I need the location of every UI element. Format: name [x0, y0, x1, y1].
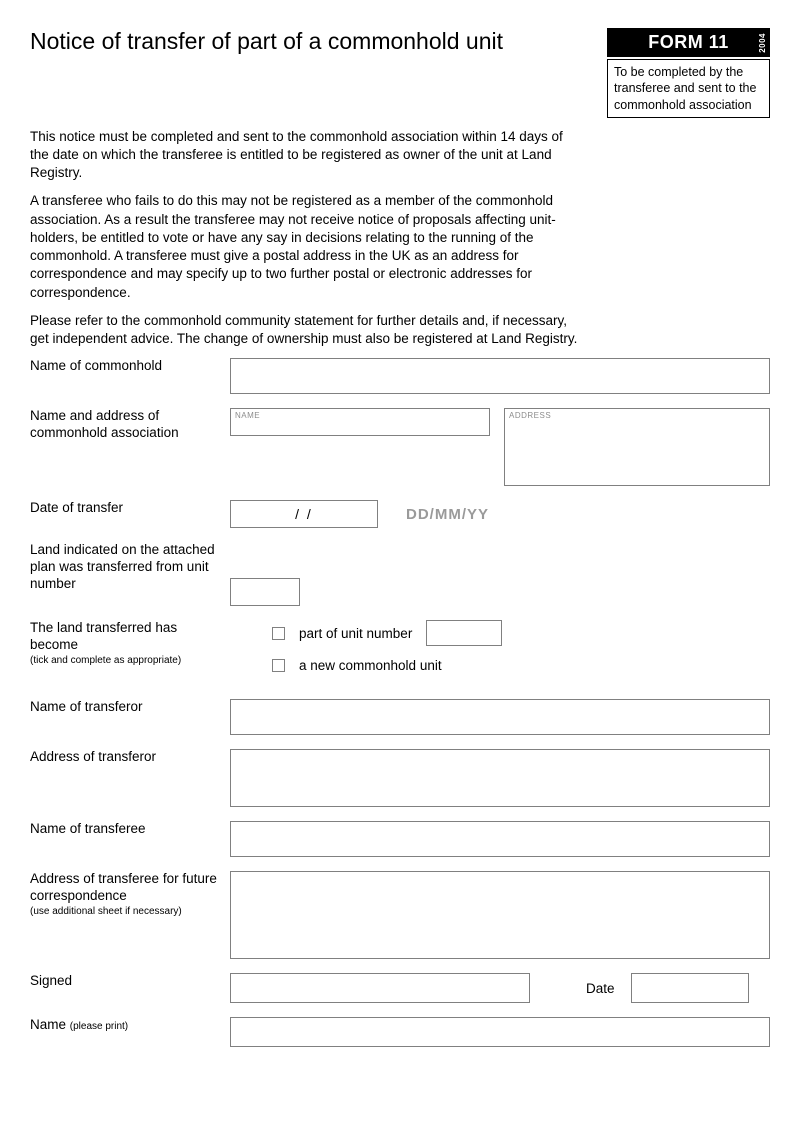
part-of-unit-number-input[interactable] — [426, 620, 502, 646]
page-title: Notice of transfer of part of a commonho… — [30, 28, 595, 56]
from-unit-number-input[interactable] — [230, 578, 300, 606]
label-name-print-text: Name — [30, 1017, 66, 1032]
address-sublabel: ADDRESS — [509, 411, 551, 420]
signed-input[interactable] — [230, 973, 530, 1003]
label-transferor-addr: Address of transferor — [30, 749, 230, 766]
name-print-input[interactable] — [230, 1017, 770, 1047]
commonhold-name-input[interactable] — [230, 358, 770, 394]
intro-block: This notice must be completed and sent t… — [30, 128, 585, 348]
date-transfer-input[interactable]: / / — [230, 500, 378, 528]
label-land-become: The land transferred has become (tick an… — [30, 620, 230, 667]
label-signed: Signed — [30, 973, 230, 990]
intro-p2: A transferee who fails to do this may no… — [30, 192, 585, 301]
option-new-unit-label: a new commonhold unit — [299, 658, 442, 673]
label-date-transfer: Date of transfer — [30, 500, 230, 517]
transferee-address-input[interactable] — [230, 871, 770, 959]
label-sign-date: Date — [586, 981, 615, 996]
label-transferor-name: Name of transferor — [30, 699, 230, 716]
checkbox-new-unit[interactable] — [272, 659, 285, 672]
label-transferee-addr: Address of transferee for future corresp… — [30, 871, 230, 918]
sign-date-input[interactable] — [631, 973, 749, 1003]
association-address-input[interactable]: ADDRESS — [504, 408, 770, 486]
form-badge-year: 2004 — [758, 33, 767, 53]
intro-p3: Please refer to the commonhold community… — [30, 312, 585, 348]
label-land-become-sub: (tick and complete as appropriate) — [30, 655, 218, 668]
label-transferee-addr-text: Address of transferee for future corresp… — [30, 871, 217, 903]
transferee-name-input[interactable] — [230, 821, 770, 857]
label-transferee-addr-sub: (use additional sheet if necessary) — [30, 906, 218, 919]
name-sublabel: NAME — [235, 411, 260, 420]
checkbox-part-of-unit[interactable] — [272, 627, 285, 640]
label-name-print: Name (please print) — [30, 1017, 230, 1034]
transferor-name-input[interactable] — [230, 699, 770, 735]
date-hint: DD/MM/YY — [406, 506, 489, 523]
label-name-print-sub: (please print) — [70, 1021, 128, 1032]
side-note: To be completed by the transferee and se… — [607, 59, 770, 118]
intro-p1: This notice must be completed and sent t… — [30, 128, 585, 183]
label-commonhold-name: Name of commonhold — [30, 358, 230, 375]
label-transferee-name: Name of transferee — [30, 821, 230, 838]
option-part-of-unit-label: part of unit number — [299, 626, 412, 641]
transferor-address-input[interactable] — [230, 749, 770, 807]
form-badge: FORM 11 2004 — [607, 28, 770, 57]
form-badge-label: FORM 11 — [648, 32, 729, 53]
label-land-become-text: The land transferred has become — [30, 620, 177, 652]
association-name-input[interactable]: NAME — [230, 408, 490, 436]
label-land-indicated: Land indicated on the attached plan was … — [30, 542, 230, 593]
label-association: Name and address of commonhold associati… — [30, 408, 230, 442]
